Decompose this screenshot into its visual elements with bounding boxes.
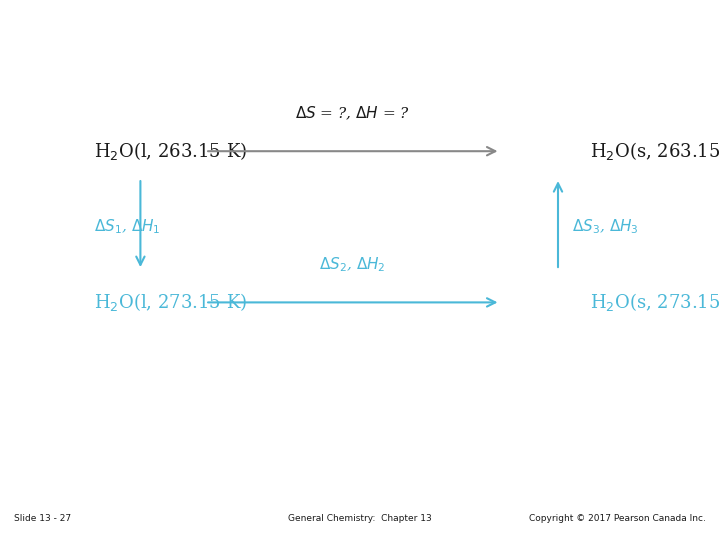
Text: H$_2$O(s, 273.15 K): H$_2$O(s, 273.15 K) xyxy=(590,292,720,313)
Text: $\Delta S_1$, $\Delta H_1$: $\Delta S_1$, $\Delta H_1$ xyxy=(94,218,161,236)
Text: $\Delta S_2$, $\Delta H_2$: $\Delta S_2$, $\Delta H_2$ xyxy=(320,255,386,274)
Text: H$_2$O(l, 273.15 K): H$_2$O(l, 273.15 K) xyxy=(94,292,247,313)
Text: H$_2$O(l, 263.15 K): H$_2$O(l, 263.15 K) xyxy=(94,140,247,162)
Text: General Chemistry:  Chapter 13: General Chemistry: Chapter 13 xyxy=(288,514,432,523)
Text: $\Delta S$ = ?, $\Delta H$ = ?: $\Delta S$ = ?, $\Delta H$ = ? xyxy=(295,105,410,122)
Text: Slide 13 - 27: Slide 13 - 27 xyxy=(14,514,71,523)
Text: H$_2$O(s, 263.15 K): H$_2$O(s, 263.15 K) xyxy=(590,140,720,162)
Text: Copyright © 2017 Pearson Canada Inc.: Copyright © 2017 Pearson Canada Inc. xyxy=(528,514,706,523)
Text: $\Delta S_3$, $\Delta H_3$: $\Delta S_3$, $\Delta H_3$ xyxy=(572,218,639,236)
